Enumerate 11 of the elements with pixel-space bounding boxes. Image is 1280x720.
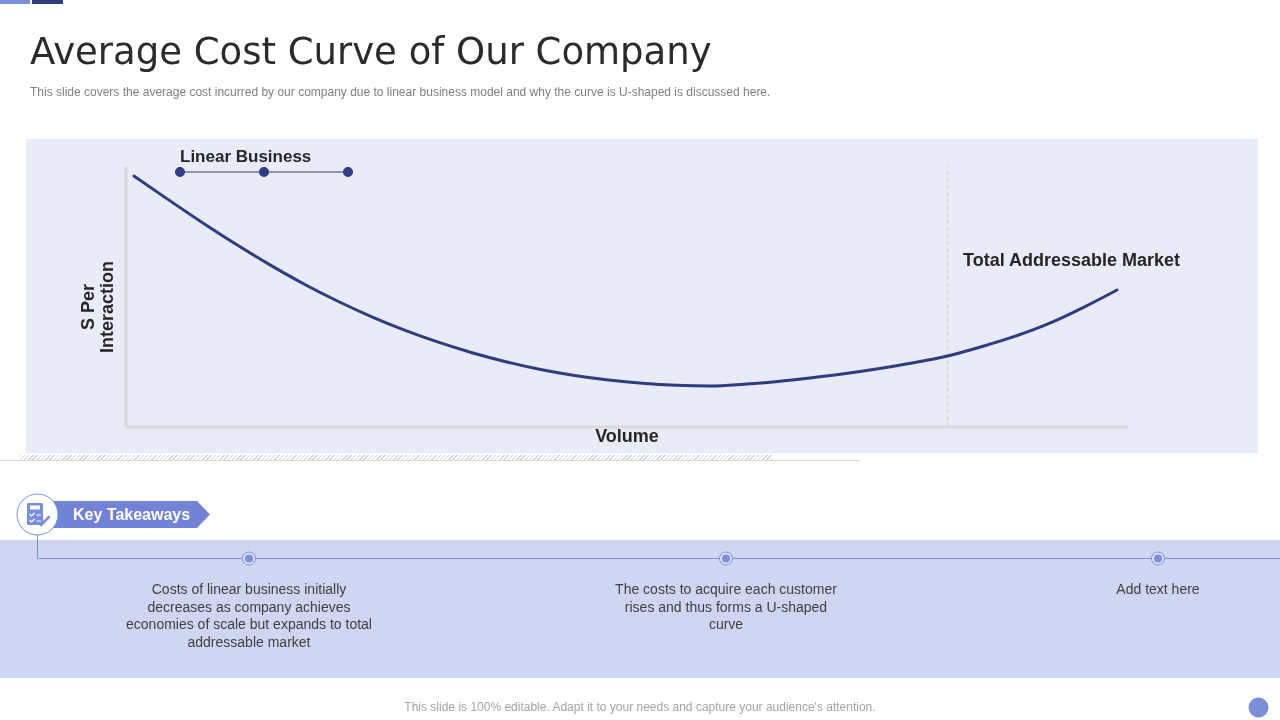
text: Add text here — [1115, 581, 1201, 599]
text: Key Takeaways — [73, 505, 191, 525]
chart-title: Average Cost Curve of Our Company — [30, 29, 712, 75]
text: Linear Business — [180, 146, 312, 166]
chart-subtitle: This slide covers the average cost incurred by our company due to linear business model and why the curve is U-shaped is discussed here. — [30, 85, 771, 99]
text: This slide is 100% editable. Adapt it to your needs and capture your audience's attention. — [403, 700, 877, 714]
y-axis-title: S Per Interaction — [78, 260, 117, 354]
x-axis-title: Volume — [595, 426, 659, 446]
text: Costs of linear business initially decreases as company achieves economies of scale but expands to total addressable market — [125, 581, 373, 652]
annotation: Total Addressable Market — [963, 249, 1181, 271]
text: The costs to acquire each customer rises and thus forms a U-shaped curve — [614, 581, 838, 635]
